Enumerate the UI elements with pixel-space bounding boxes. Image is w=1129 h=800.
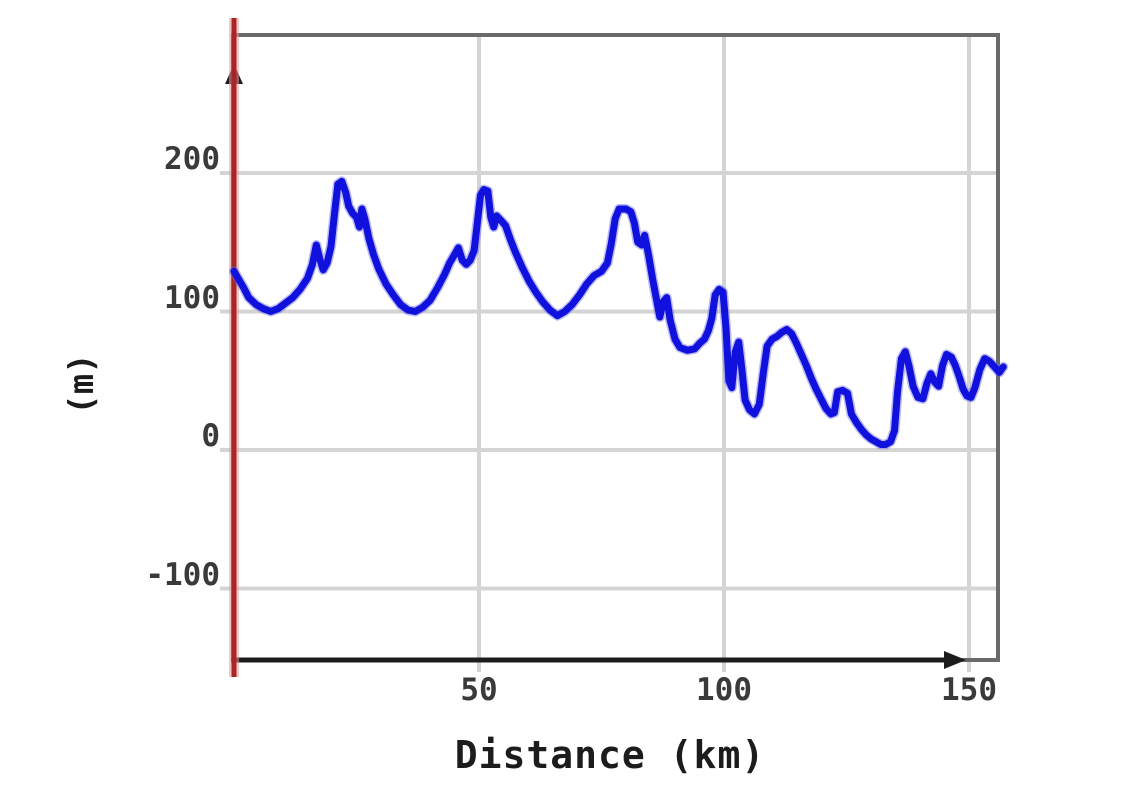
y-tick-label-0: 0	[201, 418, 220, 454]
x-tick-label-150: 150	[941, 672, 997, 708]
y-tick-label-m100: -100	[145, 557, 220, 593]
x-axis-arrow-icon	[944, 651, 966, 669]
x-tick-label-100: 100	[696, 672, 752, 708]
y-tick-label-200: 200	[164, 141, 220, 177]
plot-frame	[231, 33, 1000, 662]
x-tick-label-50: 50	[460, 672, 498, 708]
elevation-line	[229, 176, 1009, 450]
grid-layer	[220, 35, 998, 672]
y-tick-label-100: 100	[164, 280, 220, 316]
x-axis-title: Distance (km)	[454, 733, 766, 777]
y-axis-title: (m)	[62, 353, 102, 415]
